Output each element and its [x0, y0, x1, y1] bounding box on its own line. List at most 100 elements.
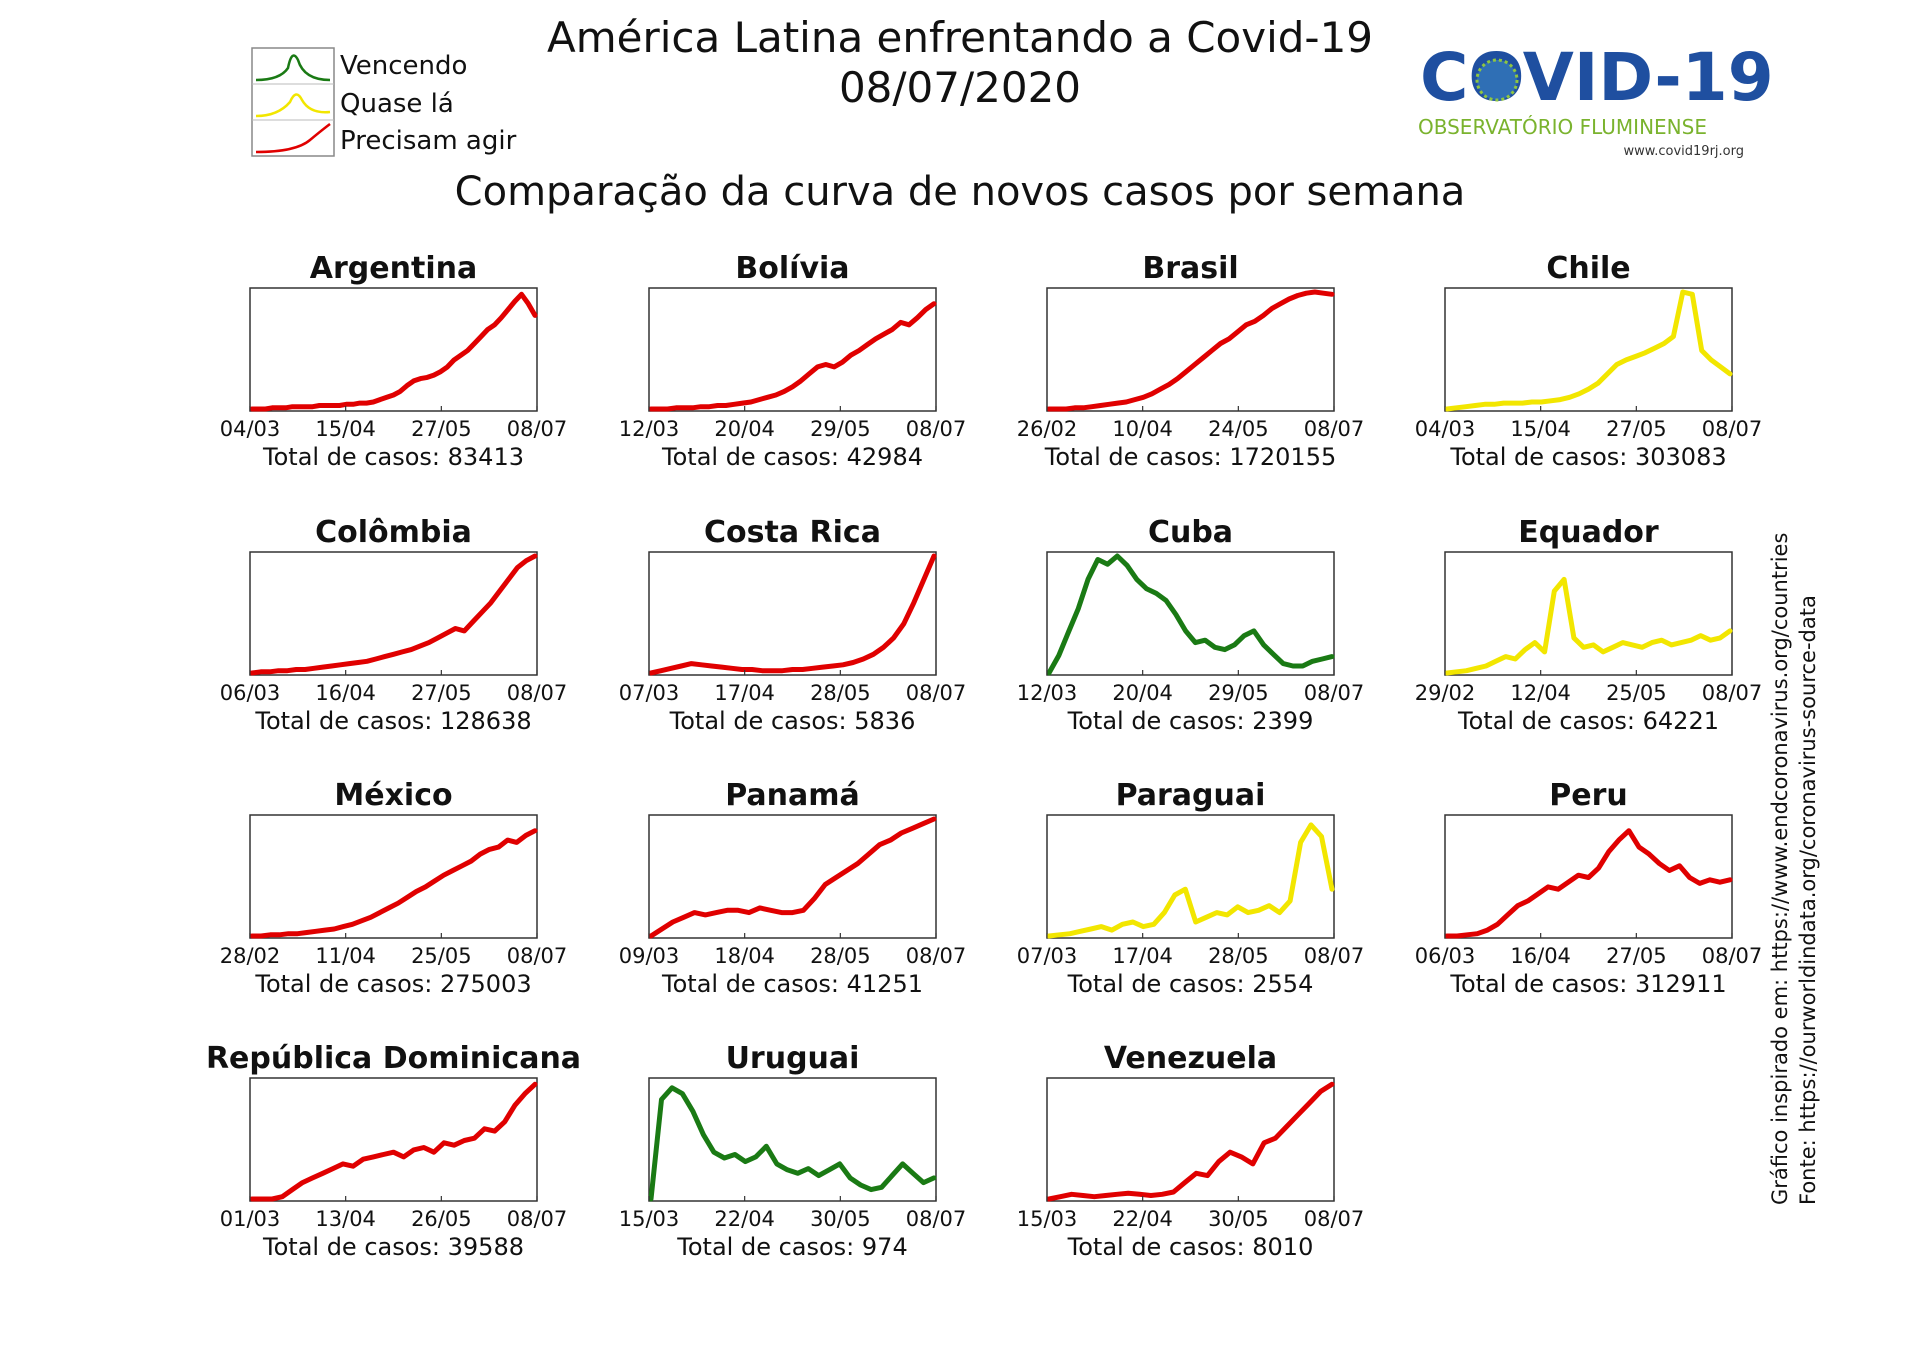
panel-title-uruguai: Uruguai — [726, 1041, 860, 1076]
x-tick-label: 08/07 — [906, 681, 967, 705]
x-tick-label: 17/04 — [714, 681, 775, 705]
x-tick-label: 22/04 — [1112, 1207, 1173, 1231]
x-tick-label: 12/03 — [1017, 681, 1078, 705]
x-tick-label: 01/03 — [220, 1207, 281, 1231]
x-tick-label: 08/07 — [1702, 681, 1763, 705]
x-tick-label: 08/07 — [1702, 417, 1763, 441]
x-tick-label: 26/02 — [1017, 417, 1078, 441]
x-tick-label: 08/07 — [1304, 681, 1365, 705]
x-tick-label: 16/04 — [315, 681, 376, 705]
x-tick-label: 04/03 — [1415, 417, 1476, 441]
series-line-brasil — [1046, 289, 1335, 412]
x-tick-label: 28/05 — [1208, 944, 1269, 968]
x-tick-label: 11/04 — [315, 944, 376, 968]
x-tick-label: 12/03 — [619, 417, 680, 441]
series-line-mexico — [249, 828, 538, 939]
x-tick-label: 18/04 — [714, 944, 775, 968]
x-tick-label: 28/02 — [220, 944, 281, 968]
panel-frame-chile — [1444, 287, 1733, 412]
panel-frame-brasil — [1046, 287, 1335, 412]
panel-title-argentina: Argentina — [310, 251, 477, 286]
x-tick-label: 29/05 — [810, 417, 871, 441]
panel-frame-bolivia — [648, 287, 937, 412]
series-line-colombia — [249, 553, 538, 676]
panel-title-brasil: Brasil — [1142, 251, 1238, 286]
total-cases-cuba: Total de casos: 2399 — [1067, 707, 1314, 735]
panel-title-venezuela: Venezuela — [1104, 1041, 1277, 1076]
series-line-venezuela — [1046, 1081, 1335, 1202]
total-cases-panama: Total de casos: 41251 — [661, 970, 923, 998]
x-tick-label: 29/05 — [1208, 681, 1269, 705]
virus-icon — [1475, 58, 1519, 102]
x-tick-label: 16/04 — [1510, 944, 1571, 968]
x-tick-label: 08/07 — [507, 417, 568, 441]
panel-title-chile: Chile — [1546, 251, 1630, 286]
total-cases-venezuela: Total de casos: 8010 — [1067, 1233, 1314, 1261]
x-tick-label: 07/03 — [1017, 944, 1078, 968]
legend-label-precisam-agir: Precisam agir — [340, 126, 517, 156]
panel-frame-costa-rica — [648, 551, 937, 676]
x-tick-label: 04/03 — [220, 417, 281, 441]
x-tick-label: 08/07 — [906, 417, 967, 441]
x-tick-label: 26/05 — [411, 1207, 472, 1231]
x-tick-label: 08/07 — [1304, 1207, 1365, 1231]
x-tick-label: 29/02 — [1415, 681, 1476, 705]
x-tick-label: 28/05 — [810, 944, 871, 968]
x-tick-label: 09/03 — [619, 944, 680, 968]
x-tick-label: 27/05 — [1606, 944, 1667, 968]
x-tick-label: 06/03 — [220, 681, 281, 705]
x-tick-label: 13/04 — [315, 1207, 376, 1231]
x-tick-label: 20/04 — [714, 417, 775, 441]
series-line-panama — [648, 816, 937, 939]
panel-title-bolivia: Bolívia — [735, 251, 849, 286]
total-cases-bolivia: Total de casos: 42984 — [661, 443, 923, 471]
series-line-costa-rica — [648, 553, 937, 676]
x-tick-label: 08/07 — [906, 944, 967, 968]
legend-yellow-swatch — [255, 93, 331, 118]
panel-title-mexico: México — [334, 778, 452, 813]
panel-frame-republica-dominicana — [249, 1077, 538, 1202]
total-cases-paraguai: Total de casos: 2554 — [1067, 970, 1314, 998]
panel-republica-dominicana: República Dominicana 01/03 13/04 26/05 08/07… — [206, 1041, 581, 1261]
total-cases-argentina: Total de casos: 83413 — [262, 443, 524, 471]
legend-green-swatch — [255, 54, 331, 82]
total-cases-equador: Total de casos: 64221 — [1457, 707, 1719, 735]
total-cases-republica-dominicana: Total de casos: 39588 — [262, 1233, 524, 1261]
panel-title-cuba: Cuba — [1148, 515, 1233, 550]
series-line-peru — [1444, 828, 1733, 939]
x-tick-label: 08/07 — [906, 1207, 967, 1231]
panel-title-panama: Panamá — [725, 778, 860, 813]
series-line-uruguai — [648, 1085, 937, 1202]
x-tick-label: 08/07 — [507, 1207, 568, 1231]
x-tick-label: 25/05 — [1606, 681, 1667, 705]
x-tick-label: 06/03 — [1415, 944, 1476, 968]
total-cases-uruguai: Total de casos: 974 — [676, 1233, 907, 1261]
x-tick-label: 28/05 — [810, 681, 871, 705]
legend: Vencendo Quase lá Precisam agir — [251, 47, 517, 157]
panel-frame-cuba — [1046, 551, 1335, 676]
source-note-line2: Fonte: https://ourworldindata.org/corona… — [1796, 595, 1820, 1205]
x-tick-label: 15/03 — [1017, 1207, 1078, 1231]
x-tick-label: 22/04 — [714, 1207, 775, 1231]
logo-org: OBSERVATÓRIO FLUMINENSE — [1418, 115, 1707, 139]
x-tick-label: 12/04 — [1510, 681, 1571, 705]
panel-title-republica-dominicana: República Dominicana — [206, 1041, 581, 1076]
x-tick-label: 24/05 — [1208, 417, 1269, 441]
series-line-paraguai — [1046, 822, 1335, 939]
panel-title-colombia: Colômbia — [315, 515, 472, 550]
x-tick-label: 15/04 — [1510, 417, 1571, 441]
x-tick-label: 08/07 — [507, 681, 568, 705]
main-title: América Latina enfrentando a Covid-19 — [547, 13, 1373, 62]
